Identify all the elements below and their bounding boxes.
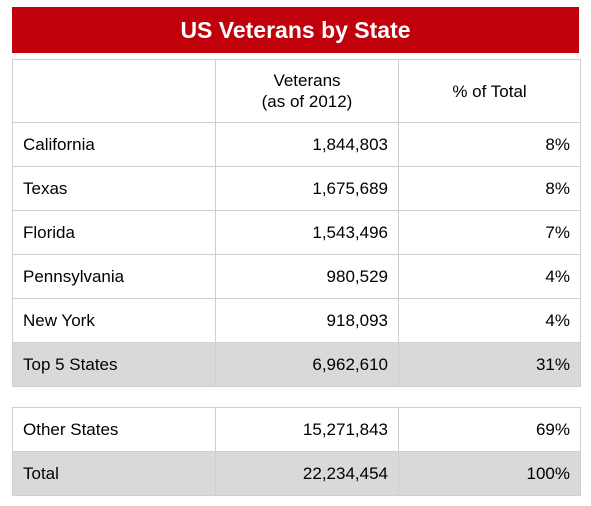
state-name: New York <box>12 298 216 343</box>
top5-veterans: 6,962,610 <box>215 342 399 387</box>
title-bar: US Veterans by State <box>12 7 579 53</box>
percent-total: 8% <box>398 122 581 167</box>
total-veterans: 22,234,454 <box>215 451 399 496</box>
total-label: Total <box>12 451 216 496</box>
header-percent: % of Total <box>398 59 581 123</box>
percent-total: 4% <box>398 298 581 343</box>
table-row: Pennsylvania 980,529 4% <box>12 254 581 299</box>
table-row: Texas 1,675,689 8% <box>12 166 581 211</box>
top5-summary-row: Top 5 States 6,962,610 31% <box>12 342 581 387</box>
state-name: Florida <box>12 210 216 255</box>
header-veterans-line2: (as of 2012) <box>261 92 353 111</box>
top5-percent: 31% <box>398 342 581 387</box>
veterans-count: 1,844,803 <box>215 122 399 167</box>
other-label: Other States <box>12 407 216 452</box>
header-veterans-line1: Veterans <box>273 71 341 90</box>
veterans-count: 980,529 <box>215 254 399 299</box>
veterans-count: 918,093 <box>215 298 399 343</box>
table-row: Florida 1,543,496 7% <box>12 210 581 255</box>
percent-total: 7% <box>398 210 581 255</box>
percent-total: 4% <box>398 254 581 299</box>
other-states-row: Other States 15,271,843 69% <box>12 407 581 452</box>
table-row: California 1,844,803 8% <box>12 122 581 167</box>
veterans-count: 1,675,689 <box>215 166 399 211</box>
page-title: US Veterans by State <box>180 16 411 43</box>
other-percent: 69% <box>398 407 581 452</box>
state-name: Texas <box>12 166 216 211</box>
totals-table: Other States 15,271,843 69% Total 22,234… <box>12 407 581 496</box>
header-veterans: Veterans (as of 2012) <box>215 59 399 123</box>
header-state <box>12 59 216 123</box>
total-percent: 100% <box>398 451 581 496</box>
total-row: Total 22,234,454 100% <box>12 451 581 496</box>
percent-total: 8% <box>398 166 581 211</box>
state-name: California <box>12 122 216 167</box>
other-veterans: 15,271,843 <box>215 407 399 452</box>
table-row: New York 918,093 4% <box>12 298 581 343</box>
top5-label: Top 5 States <box>12 342 216 387</box>
veterans-table: Veterans (as of 2012) % of Total Califor… <box>12 59 581 387</box>
table-header-row: Veterans (as of 2012) % of Total <box>12 59 581 123</box>
veterans-count: 1,543,496 <box>215 210 399 255</box>
state-name: Pennsylvania <box>12 254 216 299</box>
